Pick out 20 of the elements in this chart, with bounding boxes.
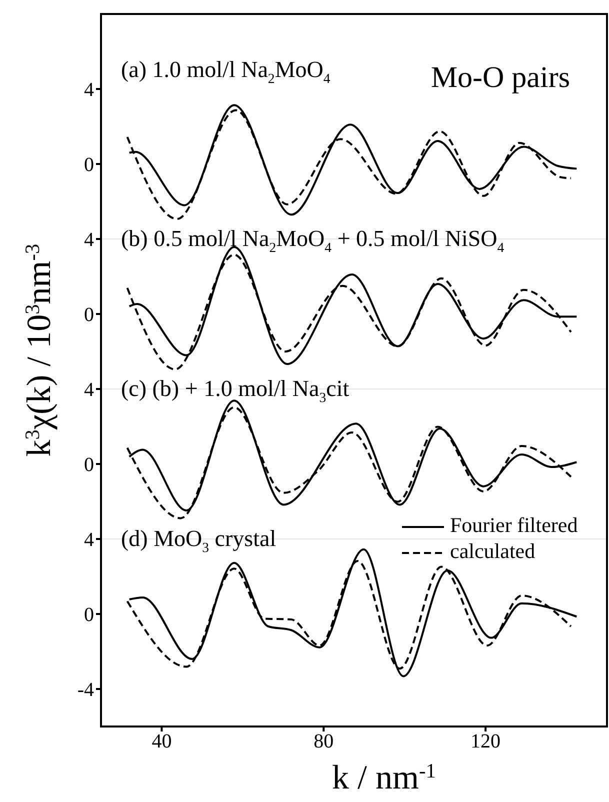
y-tick-label: 0: [84, 604, 94, 626]
y-tick-label: 4: [84, 379, 94, 402]
legend-label: Fourier filtered: [450, 512, 578, 537]
x-tick-label: 120: [470, 730, 501, 753]
annotation: (a) 1.0 mol/l Na$_{2}$MoO$_{4}$: [121, 57, 330, 86]
y-tick-label: 0: [84, 304, 94, 326]
y-tick-label: 4: [84, 529, 94, 552]
y-tick-label: -4: [77, 679, 94, 702]
y-tick-label: 0: [84, 154, 94, 176]
annotation: (d) MoO$_{3}$ crystal: [121, 526, 276, 555]
annotation: (c) (b) + 1.0 mol/l Na$_{3}$cit: [121, 376, 350, 405]
y-tick-label: 4: [84, 229, 94, 252]
x-axis-title: k / nm$^{-1}$: [332, 760, 436, 796]
text: Mo-O pairs: [430, 60, 570, 94]
y-tick-label: 0: [84, 454, 94, 476]
y-tick-label: 4: [84, 79, 94, 102]
x-tick-label: 40: [152, 730, 172, 753]
annotation: (b) 0.5 mol/l Na$_{2}$MoO$_{4}$ + 0.5 mol/l NiSO$_{4}$: [121, 226, 504, 255]
x-tick-label: 80: [314, 730, 334, 753]
legend-label: calculated: [450, 538, 536, 563]
